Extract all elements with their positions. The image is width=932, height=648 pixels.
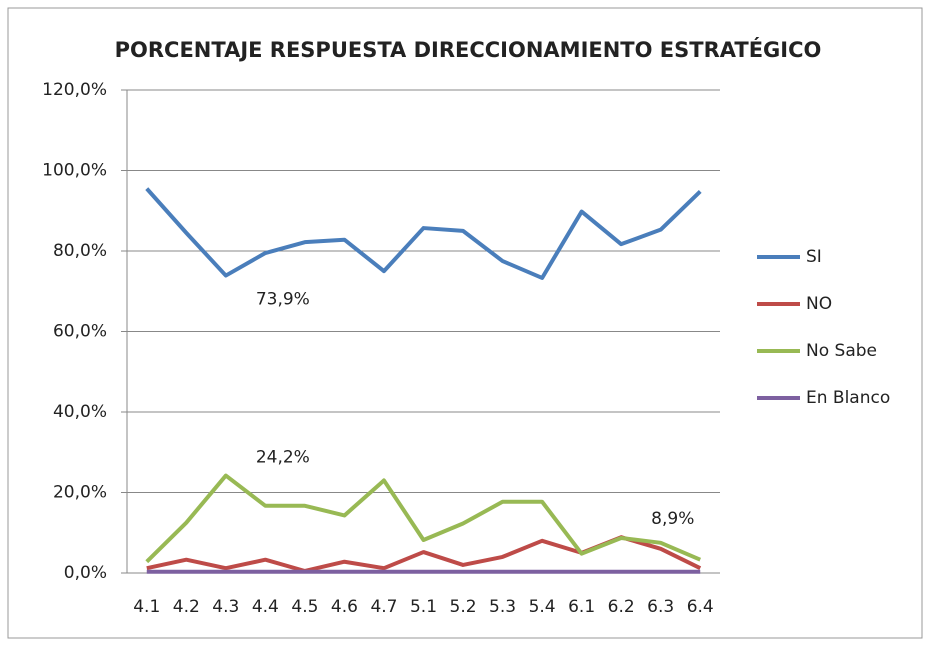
legend-label: NO bbox=[806, 294, 832, 314]
x-tick-label: 4.5 bbox=[291, 597, 318, 617]
x-tick-label: 6.1 bbox=[568, 597, 595, 617]
y-tick-label: 40,0% bbox=[53, 402, 107, 422]
x-tick-label: 4.4 bbox=[252, 597, 279, 617]
x-tick-label: 6.3 bbox=[647, 597, 674, 617]
x-tick-label: 4.3 bbox=[212, 597, 239, 617]
x-tick-label: 5.4 bbox=[529, 597, 556, 617]
y-tick-label: 100,0% bbox=[42, 161, 107, 181]
y-tick-label: 20,0% bbox=[53, 483, 107, 503]
x-tick-label: 5.3 bbox=[489, 597, 516, 617]
x-tick-label: 4.1 bbox=[133, 597, 160, 617]
x-tick-label: 4.7 bbox=[370, 597, 397, 617]
x-tick-label: 6.4 bbox=[687, 597, 714, 617]
x-tick-label: 4.2 bbox=[173, 597, 200, 617]
x-tick-label: 6.2 bbox=[608, 597, 635, 617]
chart-frame bbox=[7, 7, 923, 639]
y-tick-label: 60,0% bbox=[53, 322, 107, 342]
y-tick-label: 80,0% bbox=[53, 241, 107, 261]
legend-label: No Sabe bbox=[806, 341, 877, 361]
x-tick-label: 5.1 bbox=[410, 597, 437, 617]
y-tick-label: 0,0% bbox=[64, 563, 107, 583]
y-tick-label: 120,0% bbox=[42, 80, 107, 100]
data-label: 24,2% bbox=[256, 448, 310, 468]
legend-label: En Blanco bbox=[806, 388, 890, 408]
x-tick-label: 4.6 bbox=[331, 597, 358, 617]
x-tick-label: 5.2 bbox=[450, 597, 477, 617]
chart-title: PORCENTAJE RESPUESTA DIRECCIONAMIENTO ES… bbox=[115, 37, 822, 62]
data-label: 73,9% bbox=[256, 290, 310, 310]
series-line bbox=[145, 187, 702, 280]
legend-label: SI bbox=[806, 247, 822, 267]
series-line bbox=[145, 473, 702, 564]
data-label: 8,9% bbox=[651, 509, 694, 529]
